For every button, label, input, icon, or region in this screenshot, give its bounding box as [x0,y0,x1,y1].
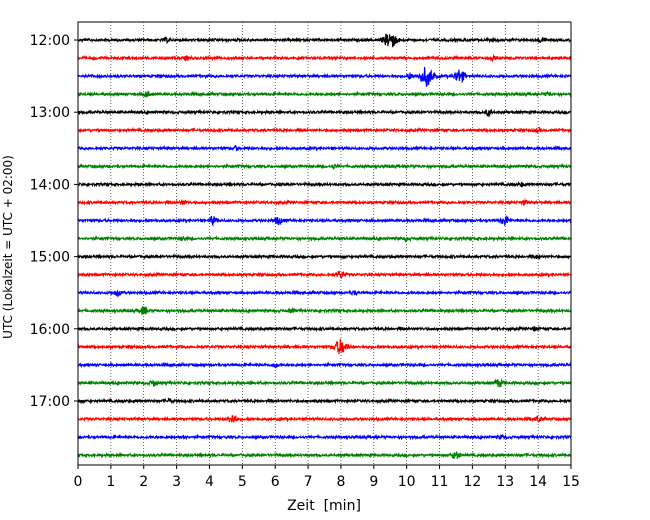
trace-line [77,33,572,48]
trace-line [77,305,572,315]
x-axis-ticks: 0 1 2 3 4 5 6 7 8 9 10 11 12 13 14 15 [74,465,580,490]
trace-line [77,53,572,63]
x-tick-label: 4 [205,474,214,490]
y-tick-label: 13:00 [30,105,70,121]
trace-line [77,144,572,152]
x-tick-label: 2 [139,474,148,490]
trace-line [77,397,572,405]
trace-line [77,289,572,298]
seismogram-traces [77,33,572,460]
y-tick-label: 14:00 [30,177,70,193]
grid-lines [110,22,539,465]
x-tick-label: 15 [562,474,580,490]
trace-line [77,108,572,118]
trace-line [77,433,572,441]
x-tick-label: 6 [271,474,280,490]
trace-line [77,338,572,355]
trace-line [77,215,572,227]
y-tick-label: 17:00 [30,394,70,410]
trace-line [77,270,572,279]
y-tick-label: 12:00 [30,33,70,49]
trace-line [77,361,572,369]
x-tick-label: 12 [463,474,481,490]
x-tick-label: 3 [172,474,181,490]
trace-line [77,450,572,460]
y-axis-ticks: 12:00 13:00 14:00 15:00 16:00 17:00 [30,33,78,410]
x-tick-label: 11 [431,474,449,490]
x-tick-label: 10 [398,474,416,490]
y-axis-label: UTC (Lokalzeit = UTC + 02:00) [1,155,15,339]
trace-line [77,162,572,170]
x-tick-label: 1 [106,474,115,490]
trace-line [77,181,572,188]
x-tick-label: 7 [304,474,313,490]
trace-line [77,325,572,333]
trace-line [77,66,572,88]
trace-line [77,126,572,134]
x-tick-label: 0 [74,474,83,490]
trace-line [77,415,572,423]
trace-line [77,253,572,261]
y-tick-label: 16:00 [30,322,70,338]
trace-line [77,90,572,98]
plot-frame [77,21,572,466]
x-tick-label: 8 [336,474,345,490]
x-axis-label: Zeit [min] [287,498,361,514]
trace-line [77,235,572,243]
y-tick-label: 15:00 [30,250,70,266]
x-tick-label: 5 [238,474,247,490]
x-tick-label: 13 [496,474,514,490]
x-tick-label: 9 [369,474,378,490]
x-tick-label: 14 [529,474,547,490]
trace-line [77,198,572,207]
trace-line [77,378,572,388]
